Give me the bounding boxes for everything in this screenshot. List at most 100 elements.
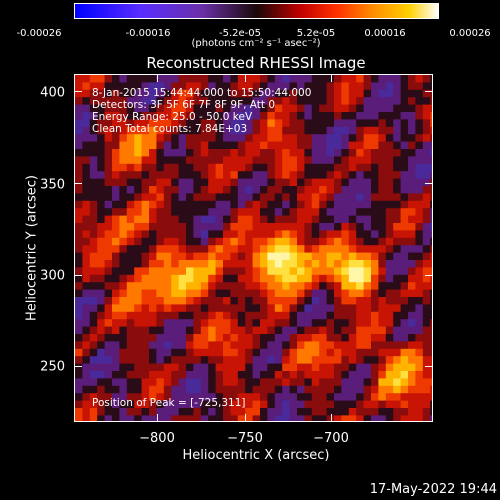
image-pixel — [260, 289, 268, 298]
image-pixel — [422, 104, 431, 113]
colorbar-unit: (photons cm⁻² s⁻¹ asec⁻²) — [191, 38, 321, 49]
image-pixel — [274, 149, 283, 157]
image-pixel — [334, 245, 342, 254]
image-pixel — [104, 178, 113, 187]
image-pixel — [178, 163, 187, 172]
image-pixel — [97, 223, 106, 231]
image-pixel — [304, 112, 313, 120]
image-pixel — [311, 341, 320, 350]
image-pixel — [126, 245, 135, 254]
image-pixel — [393, 104, 402, 113]
image-pixel — [252, 400, 261, 409]
image-pixel — [319, 141, 328, 150]
image-pixel — [149, 171, 157, 180]
image-pixel — [289, 393, 298, 402]
image-pixel — [385, 289, 394, 298]
image-pixel — [415, 282, 424, 291]
image-pixel — [334, 274, 342, 283]
image-pixel — [237, 163, 246, 172]
image-pixel — [422, 348, 431, 357]
image-pixel — [245, 82, 254, 91]
image-pixel — [230, 348, 239, 357]
image-pixel — [149, 112, 157, 120]
image-pixel — [267, 311, 276, 320]
image-pixel — [141, 363, 150, 372]
image-pixel — [193, 289, 202, 298]
image-pixel — [274, 319, 283, 328]
image-pixel — [356, 119, 365, 128]
image-pixel — [304, 297, 313, 305]
image-pixel — [415, 408, 424, 416]
image-pixel — [274, 223, 283, 231]
image-pixel — [208, 178, 217, 187]
image-pixel — [186, 326, 194, 335]
image-pixel — [326, 348, 335, 357]
image-pixel — [408, 400, 416, 409]
image-pixel — [200, 82, 209, 91]
image-pixel — [126, 89, 135, 98]
image-pixel — [400, 237, 409, 246]
image-pixel — [297, 75, 305, 83]
image-pixel — [208, 274, 217, 283]
image-pixel — [289, 89, 298, 98]
image-pixel — [297, 319, 305, 328]
image-pixel — [134, 274, 143, 283]
image-pixel — [141, 104, 150, 113]
image-pixel — [326, 75, 335, 83]
image-pixel — [371, 297, 379, 305]
image-pixel — [141, 149, 150, 157]
image-pixel — [319, 385, 328, 394]
image-pixel — [334, 267, 342, 276]
image-pixel — [408, 230, 416, 239]
image-pixel — [126, 356, 135, 365]
image-pixel — [200, 267, 209, 276]
image-pixel — [134, 237, 143, 246]
image-pixel — [230, 319, 239, 328]
image-pixel — [97, 252, 106, 261]
image-pixel — [363, 289, 372, 298]
image-pixel — [430, 400, 432, 409]
image-pixel — [245, 289, 254, 298]
image-pixel — [126, 334, 135, 342]
image-pixel — [393, 304, 402, 313]
image-pixel — [193, 319, 202, 328]
image-pixel — [119, 245, 128, 254]
image-pixel — [208, 156, 217, 165]
image-pixel — [326, 230, 335, 239]
image-pixel — [193, 230, 202, 239]
image-pixel — [119, 156, 128, 165]
image-pixel — [385, 163, 394, 172]
image-pixel — [415, 82, 424, 91]
image-pixel — [178, 356, 187, 365]
image-pixel — [119, 112, 128, 120]
image-pixel — [430, 408, 432, 416]
image-pixel — [237, 297, 246, 305]
image-pixel — [112, 245, 120, 254]
image-pixel — [75, 400, 83, 409]
image-pixel — [289, 400, 298, 409]
image-pixel — [171, 311, 180, 320]
image-pixel — [408, 171, 416, 180]
image-pixel — [356, 304, 365, 313]
image-pixel — [319, 341, 328, 350]
image-pixel — [319, 415, 328, 421]
image-pixel — [422, 385, 431, 394]
image-pixel — [215, 171, 224, 180]
tick-mark — [331, 74, 332, 82]
image-pixel — [348, 297, 357, 305]
image-pixel — [274, 245, 283, 254]
image-pixel — [149, 163, 157, 172]
image-pixel — [393, 356, 402, 365]
image-pixel — [422, 393, 431, 402]
image-pixel — [378, 267, 387, 276]
image-pixel — [260, 230, 268, 239]
image-pixel — [363, 385, 372, 394]
image-pixel — [75, 341, 83, 350]
image-pixel — [274, 230, 283, 239]
image-pixel — [260, 178, 268, 187]
image-pixel — [311, 252, 320, 261]
image-pixel — [252, 82, 261, 91]
image-pixel — [274, 215, 283, 224]
image-pixel — [141, 245, 150, 254]
image-pixel — [126, 252, 135, 261]
